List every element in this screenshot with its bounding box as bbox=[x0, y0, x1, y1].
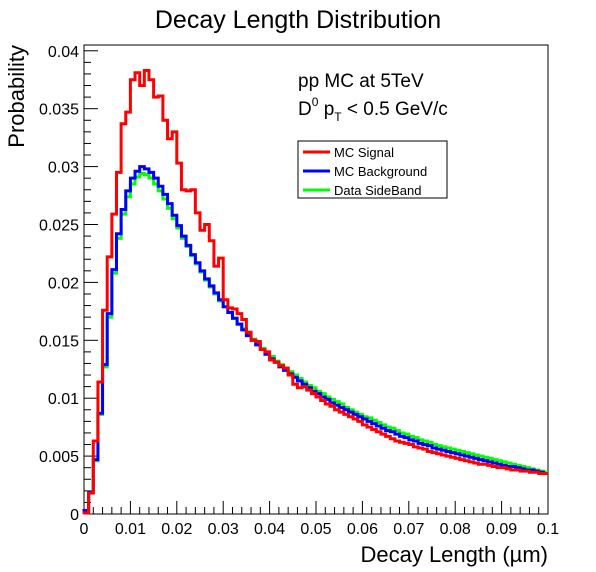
x-tick-label: 0.08 bbox=[440, 521, 471, 538]
x-tick-label: 0 bbox=[80, 521, 89, 538]
legend-label: MC Signal bbox=[334, 145, 394, 160]
legend-label: MC Background bbox=[334, 164, 427, 179]
series-line-mc-signal bbox=[82, 68, 548, 515]
x-tick-label: 0.04 bbox=[254, 521, 285, 538]
y-tick-label: 0.005 bbox=[39, 449, 79, 466]
x-tick-label: 0.06 bbox=[347, 521, 378, 538]
y-tick-label: 0.02 bbox=[48, 275, 79, 292]
series-line-data-sideband bbox=[82, 172, 548, 514]
annotation-line-1: pp MC at 5TeV bbox=[298, 71, 424, 92]
x-tick-label: 0.1 bbox=[537, 521, 559, 538]
series-layer bbox=[82, 68, 548, 515]
annotation-text: pp MC at 5TeV D0 pT < 0.5 GeV/c bbox=[298, 71, 448, 124]
legend: MC Signal MC Background Data SideBand bbox=[297, 140, 448, 199]
x-tick-label: 0.01 bbox=[115, 521, 146, 538]
x-tick-label: 0.05 bbox=[300, 521, 331, 538]
y-tick-label: 0.01 bbox=[48, 391, 79, 408]
chart-title: Decay Length Distribution bbox=[155, 6, 441, 34]
x-axis-label: Decay Length (µm) bbox=[360, 542, 548, 567]
x-tick-label: 0.07 bbox=[393, 521, 424, 538]
x-tick-label: 0.03 bbox=[208, 521, 239, 538]
x-axis-ticks: 0 0.01 0.02 0.03 0.04 0.05 0.06 0.07 0.08 0.09 0.1 bbox=[80, 501, 559, 538]
y-tick-label: 0.035 bbox=[39, 102, 79, 119]
y-tick-label: 0.04 bbox=[48, 44, 79, 61]
annotation-line-2: D0 pT < 0.5 GeV/c bbox=[298, 95, 448, 124]
y-tick-label: 0.03 bbox=[48, 160, 79, 177]
legend-label: Data SideBand bbox=[334, 183, 421, 198]
y-tick-label: 0 bbox=[70, 507, 79, 524]
x-tick-label: 0.09 bbox=[486, 521, 517, 538]
y-axis-label: Probability bbox=[4, 45, 29, 148]
y-tick-label: 0.025 bbox=[39, 217, 79, 234]
x-tick-label: 0.02 bbox=[161, 521, 192, 538]
y-axis-ticks: 0 0.005 0.01 0.015 0.02 0.025 0.03 0.035 0.04 bbox=[39, 44, 98, 524]
y-tick-label: 0.015 bbox=[39, 333, 79, 350]
